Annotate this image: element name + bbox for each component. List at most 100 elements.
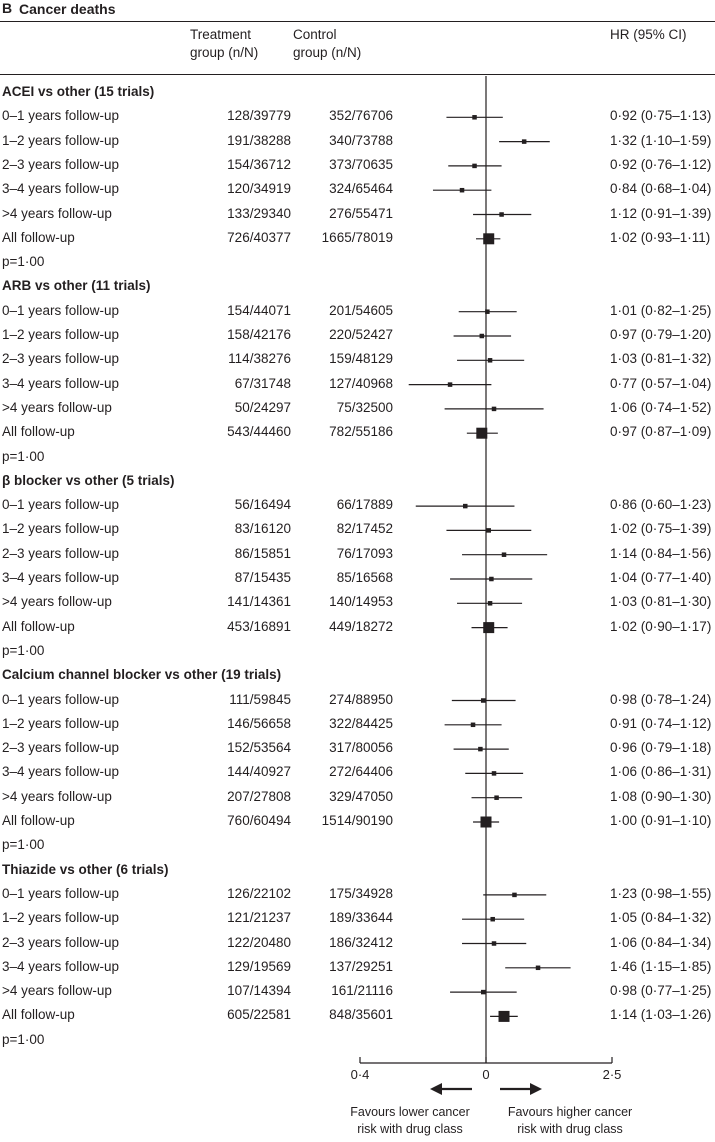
- treatment-count: 726/40377: [227, 229, 291, 245]
- control-count: 75/32500: [336, 399, 393, 415]
- group-label: Calcium channel blocker vs other (19 tri…: [2, 667, 282, 683]
- header-rule: [0, 74, 715, 75]
- favours-lower-line2: risk with drug class: [357, 1122, 463, 1136]
- treatment-header-line1: Treatment: [190, 27, 252, 42]
- hr-ci-text: 1·03 (0·81–1·30): [610, 594, 712, 610]
- hr-ci-text: 1·12 (0·91–1·39): [610, 205, 712, 221]
- hr-ci-text: 1·02 (0·93–1·11): [610, 229, 711, 245]
- control-count: 276/55471: [329, 205, 393, 221]
- treatment-count: 154/44071: [227, 302, 291, 318]
- treatment-count: 146/56658: [227, 715, 291, 731]
- control-count: 340/73788: [329, 132, 393, 148]
- treatment-count: 126/22102: [227, 885, 291, 901]
- favours-higher-line1: Favours higher cancer: [507, 1105, 633, 1119]
- row-label: 2–3 years follow-up: [2, 740, 120, 756]
- treatment-count: 453/16891: [227, 618, 291, 634]
- treatment-count: 543/44460: [227, 424, 291, 440]
- hr-ci-text: 1·46 (1·15–1·85): [610, 958, 712, 974]
- treatment-count: 154/36712: [227, 156, 291, 172]
- estimate-marker: [459, 187, 465, 193]
- row-label: >4 years follow-up: [2, 205, 112, 221]
- control-count: 175/34928: [329, 885, 393, 901]
- p-value: p=1·00: [2, 448, 45, 464]
- hr-ci-text: 1·00 (0·91–1·10): [610, 813, 712, 828]
- row-label: 2–3 years follow-up: [2, 934, 120, 950]
- control-count: 161/21116: [331, 983, 393, 999]
- treatment-header: Treatment group (n/N): [190, 26, 258, 62]
- estimate-marker: [480, 989, 486, 995]
- control-count: 1514/90190: [321, 813, 393, 828]
- hr-ci-text: 1·05 (0·84–1·32): [610, 910, 712, 926]
- hr-ci-text: 1·14 (1·03–1·26): [610, 1007, 712, 1023]
- hr-ci-text: 1·06 (0·84–1·34): [610, 934, 712, 950]
- estimate-marker: [487, 601, 493, 606]
- row-label: 3–4 years follow-up: [2, 181, 120, 197]
- hr-ci-text: 1·32 (1·10–1·59): [610, 132, 712, 148]
- estimate-marker: [491, 771, 497, 776]
- row-label: 0–1 years follow-up: [2, 885, 120, 901]
- row-label: 1–2 years follow-up: [2, 132, 120, 148]
- row-label: 2–3 years follow-up: [2, 545, 120, 561]
- estimate-marker: [499, 212, 504, 217]
- row-label: 1–2 years follow-up: [2, 715, 120, 731]
- treatment-count: 67/31748: [234, 375, 291, 391]
- control-count: 324/65464: [329, 181, 393, 197]
- favours-lower-label: Favours lower cancer risk with drug clas…: [330, 1104, 490, 1138]
- overall-estimate-marker: [483, 622, 495, 634]
- row-label: All follow-up: [2, 424, 75, 440]
- hr-ci-text: 1·01 (0·82–1·25): [610, 302, 712, 318]
- row-label: All follow-up: [2, 813, 75, 828]
- estimate-marker: [486, 528, 491, 533]
- hr-header: HR (95% CI): [610, 27, 687, 42]
- row-label: 3–4 years follow-up: [2, 958, 120, 974]
- estimate-marker: [479, 333, 485, 339]
- row-label: 0–1 years follow-up: [2, 302, 120, 318]
- p-value: p=1·00: [2, 254, 45, 270]
- control-count: 317/80056: [329, 740, 393, 756]
- control-count: 140/14953: [329, 594, 393, 610]
- hr-ci-text: 0·91 (0·74–1·12): [610, 715, 712, 731]
- treatment-count: 114/38276: [228, 351, 291, 367]
- control-count: 322/84425: [329, 715, 393, 731]
- p-value: p=1·00: [2, 1031, 45, 1047]
- estimate-marker: [485, 309, 490, 314]
- control-count: 1665/78019: [321, 229, 393, 245]
- panel-letter: B: [2, 0, 13, 16]
- estimate-marker: [501, 552, 507, 557]
- treatment-count: 133/29340: [227, 205, 291, 221]
- row-label: 1–2 years follow-up: [2, 521, 120, 537]
- control-count: 274/88950: [329, 691, 393, 707]
- control-count: 272/64406: [329, 764, 393, 780]
- hr-ci-text: 0·97 (0·79–1·20): [610, 327, 712, 342]
- control-count: 189/33644: [329, 910, 393, 926]
- treatment-count: 56/16494: [234, 497, 291, 513]
- row-label: >4 years follow-up: [2, 594, 112, 610]
- row-label: 3–4 years follow-up: [2, 764, 120, 780]
- hr-ci-text: 1·04 (0·77–1·40): [610, 570, 712, 585]
- arrow-right-head: [530, 1083, 542, 1095]
- hr-ci-text: 0·77 (0·57–1·04): [610, 375, 712, 391]
- row-label: >4 years follow-up: [2, 983, 112, 999]
- hr-ci-text: 1·02 (0·90–1·17): [610, 618, 712, 634]
- treatment-count: 207/27808: [227, 788, 291, 804]
- hr-ci-text: 0·92 (0·75–1·13): [610, 108, 712, 124]
- hr-ci-text: 1·23 (0·98–1·55): [610, 885, 712, 901]
- control-header: Control group (n/N): [293, 26, 361, 62]
- row-label: All follow-up: [2, 1007, 75, 1023]
- row-label: >4 years follow-up: [2, 788, 112, 804]
- control-count: 329/47050: [329, 788, 393, 804]
- estimate-marker: [491, 406, 497, 412]
- treatment-count: 141/14361: [227, 594, 291, 610]
- estimate-marker: [447, 382, 453, 387]
- hr-ci-text: 1·06 (0·74–1·52): [610, 399, 712, 415]
- row-label: >4 years follow-up: [2, 399, 112, 415]
- hr-ci-text: 1·02 (0·75–1·39): [610, 521, 712, 537]
- row-label: All follow-up: [2, 229, 75, 245]
- estimate-marker: [487, 358, 493, 363]
- treatment-count: 50/24297: [234, 399, 291, 415]
- group-label: ARB vs other (11 trials): [2, 278, 151, 294]
- hr-ci-text: 0·92 (0·76–1·12): [610, 156, 712, 172]
- control-header-line1: Control: [293, 27, 337, 42]
- row-label: 0–1 years follow-up: [2, 497, 120, 513]
- hr-ci-text: 0·86 (0·60–1·23): [610, 497, 712, 513]
